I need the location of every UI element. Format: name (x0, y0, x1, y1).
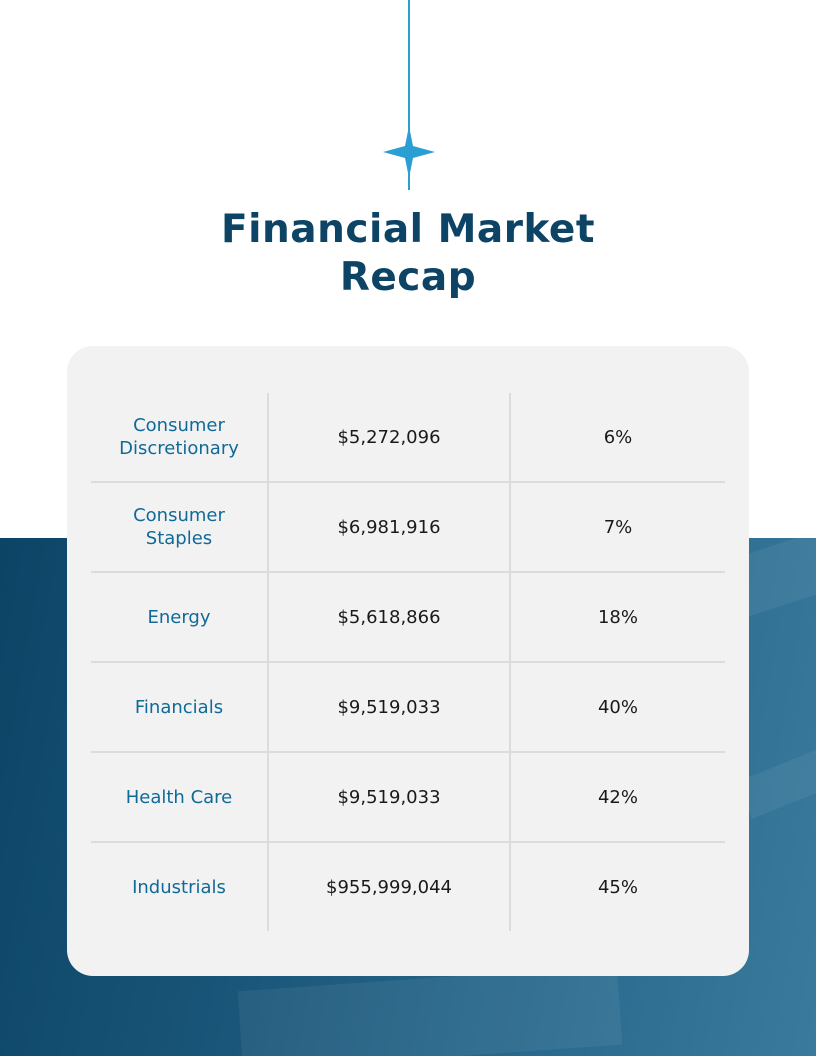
sector-cell: Consumer Discretionary (91, 393, 269, 482)
background-shape (237, 964, 623, 1056)
value-cell: $9,519,033 (268, 661, 511, 752)
percent-cell: 45% (510, 841, 725, 931)
percent-cell: 6% (603, 426, 633, 448)
sector-name: Health Care (125, 786, 233, 808)
sector-cell: Financials (91, 661, 269, 752)
sector-cell: Industrials (91, 841, 269, 931)
table-row: Energy $5,618,866 18% (91, 571, 725, 662)
title-line-2: Recap (339, 255, 477, 300)
percent-cell: 40% (510, 661, 725, 752)
sector-cell: Energy (91, 571, 269, 662)
table-row: Health Care $9,519,033 42% (91, 751, 725, 842)
percent-cell: 18% (510, 571, 725, 662)
sector-name: Consumer Staples (133, 505, 225, 549)
percent-cell: 7% (510, 481, 725, 572)
title-line-1: Financial Market (221, 207, 595, 252)
value-cell: $5,618,866 (268, 571, 511, 662)
table-row: Consumer Discretionary $5,272,096 6% (91, 393, 725, 482)
value-cell: $955,999,044 (268, 841, 511, 931)
recap-table-body: Consumer Discretionary $5,272,096 6% Consum… (91, 393, 725, 931)
sector-cell: Health Care (91, 751, 269, 842)
recap-card: Consumer Discretionary $5,272,096 6% Consum… (67, 346, 749, 976)
sector-name: Energy (147, 606, 211, 628)
value-cell: $5,272,096 (268, 393, 511, 482)
page-title: Financial Market Recap (0, 206, 816, 302)
table-row: Financials $9,519,033 40% (91, 661, 725, 752)
sector-name: Financials (134, 696, 224, 718)
recap-table: Consumer Discretionary $5,272,096 6% Consum… (91, 393, 725, 931)
sector-name: Consumer Discretionary (119, 415, 239, 459)
sector-cell: Consumer Staples (91, 481, 269, 572)
star-icon (383, 126, 435, 178)
value-cell: $9,519,033 (268, 751, 511, 842)
sector-name: Industrials (132, 876, 226, 898)
value-cell: $6,981,916 (268, 481, 511, 572)
table-row: Industrials $955,999,044 45% (91, 841, 725, 931)
pendant-line (408, 0, 410, 190)
percent-cell: 42% (510, 751, 725, 842)
table-row: Consumer Staples $6,981,916 7% (91, 481, 725, 572)
